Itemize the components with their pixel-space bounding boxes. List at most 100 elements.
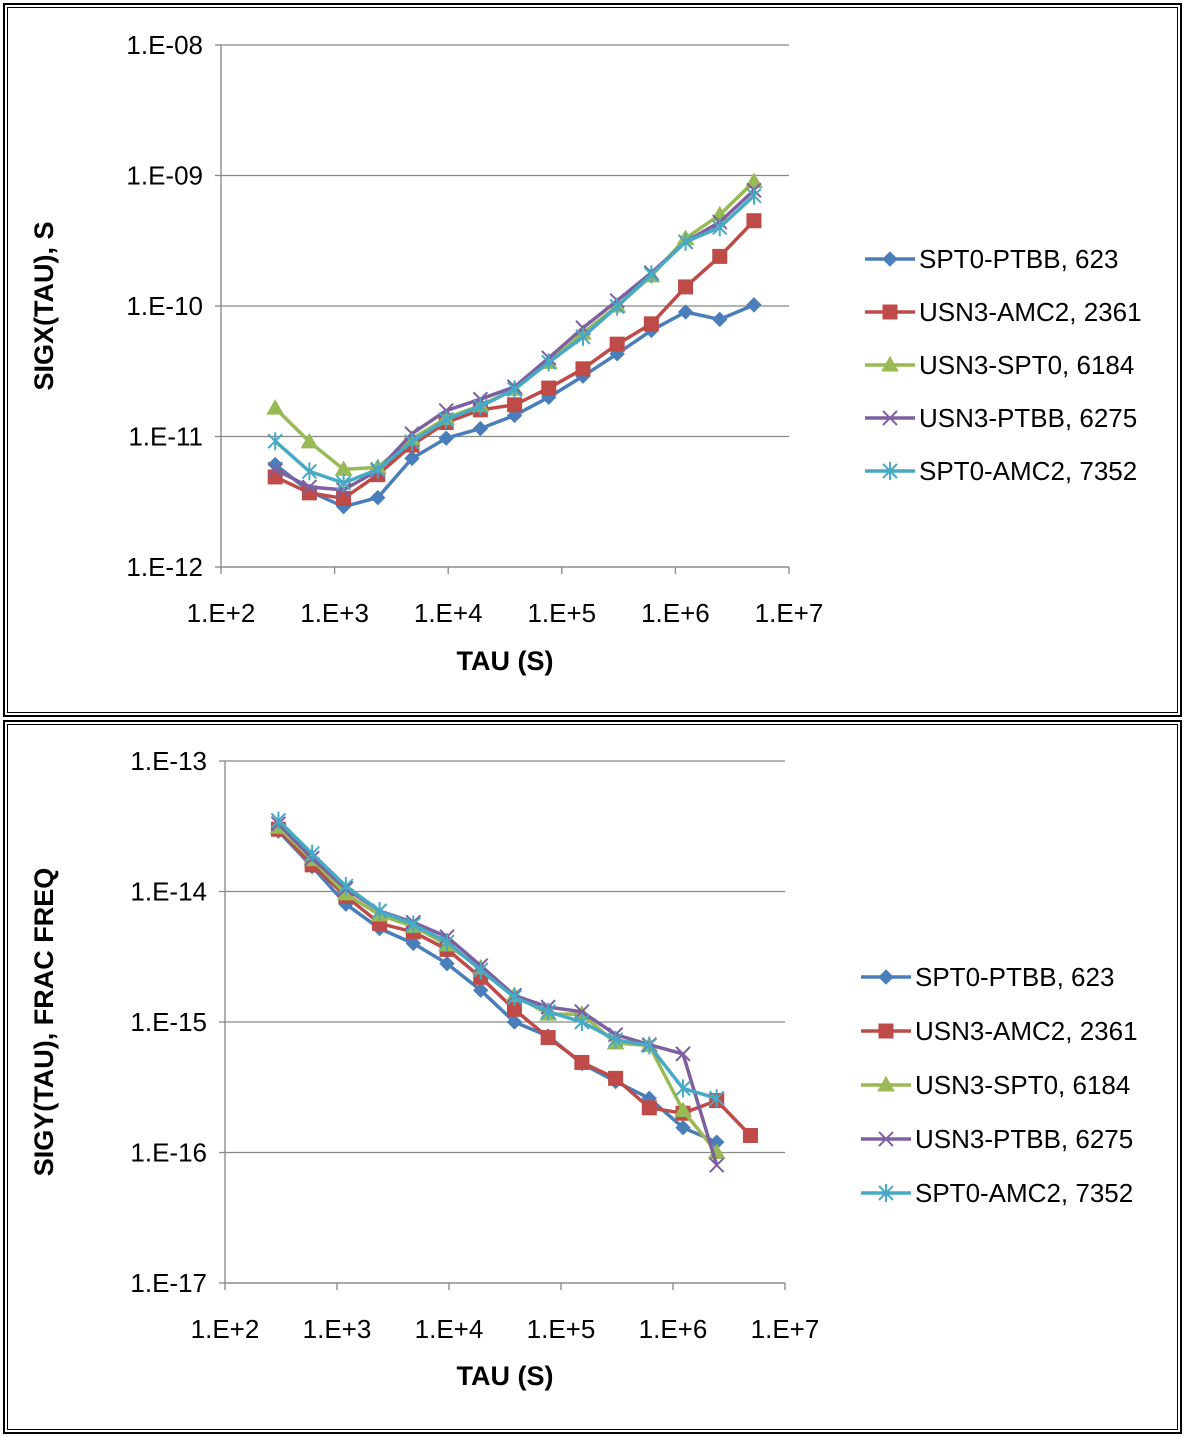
data-point-s2-8 — [507, 397, 523, 413]
y-tick-label-3: 1.E-15 — [130, 1007, 207, 1037]
data-point-s5-12 — [643, 265, 660, 284]
x-tick-label-5: 1.E+6 — [641, 598, 710, 628]
data-point-s5-13 — [675, 1079, 691, 1098]
legend-marker-4 — [878, 1131, 894, 1147]
legend-marker-3 — [881, 355, 899, 372]
legend-label-1: SPT0-PTBB, 623 — [915, 962, 1114, 992]
data-point-s5-5 — [404, 432, 420, 451]
data-point-s1-7 — [473, 982, 489, 998]
data-point-s5-5 — [405, 915, 422, 934]
x-tick-label-3: 1.E+4 — [414, 598, 483, 628]
data-point-s5-14 — [712, 218, 728, 237]
data-point-s5-1 — [270, 811, 287, 830]
data-point-s5-13 — [677, 232, 694, 251]
chart-panel-sigx: 1.E-08 1.E-09 1.E-10 1.E-11 1.E-12 1.E+2 1.E+3… — [3, 3, 1182, 717]
data-point-s5-6 — [438, 410, 454, 429]
series-5 — [270, 811, 725, 1108]
data-point-s3-1 — [266, 399, 285, 415]
data-point-s5-10 — [575, 327, 591, 346]
sigx-chart: 1.E-08 1.E-09 1.E-10 1.E-11 1.E-12 1.E+2 1.E+3… — [29, 30, 1142, 676]
legend-label-3: USN3-SPT0, 6184 — [919, 350, 1134, 380]
y-axis-title: SIGX(TAU), S — [29, 221, 59, 390]
series-4 — [267, 182, 762, 498]
legend-label-4: USN3-PTBB, 6275 — [919, 403, 1137, 433]
series-line-4 — [274, 189, 756, 492]
data-point-s1-5 — [404, 450, 420, 467]
legend-label-3: USN3-SPT0, 6184 — [915, 1070, 1130, 1100]
y-tick-label-2: 1.E-14 — [130, 877, 207, 907]
x-tick-label-2: 1.E+3 — [303, 1314, 372, 1344]
data-point-s5-3 — [338, 877, 354, 896]
y-tick-label-1: 1.E-08 — [126, 30, 203, 60]
data-point-s2-15 — [742, 1127, 758, 1143]
data-point-s1-6 — [439, 955, 455, 972]
data-point-s5-8 — [506, 988, 523, 1007]
data-point-s1-8 — [506, 1014, 523, 1030]
legend-item-5: SPT0-AMC2, 7352 — [861, 1178, 1133, 1208]
x-tick-label-5: 1.E+6 — [639, 1314, 708, 1344]
series-2 — [270, 821, 758, 1143]
legend-label-5: SPT0-AMC2, 7352 — [919, 456, 1137, 486]
legend-marker-3 — [877, 1075, 895, 1092]
chart-panel-sigy: 1.E-13 1.E-14 1.E-15 1.E-16 1.E-17 1.E+2 1.E+3… — [3, 720, 1182, 1434]
series-line-2 — [274, 219, 756, 501]
x-axis-title: TAU (S) — [457, 646, 554, 676]
data-point-s1-5 — [405, 935, 422, 952]
data-point-s1-7 — [472, 420, 489, 437]
data-point-s4-14 — [709, 1157, 725, 1173]
data-point-s2-10 — [575, 361, 591, 377]
legend-marker-5 — [882, 462, 898, 480]
legend-item-3: USN3-SPT0, 6184 — [865, 350, 1134, 380]
series-line-5 — [277, 819, 718, 1100]
data-point-s1-6 — [438, 430, 454, 446]
x-tick-label-1: 1.E+2 — [187, 598, 256, 628]
data-point-s2-9 — [541, 380, 557, 396]
data-point-s5-9 — [540, 1002, 556, 1021]
data-point-s5-4 — [370, 460, 386, 479]
x-tick-label-3: 1.E+4 — [415, 1314, 484, 1344]
data-point-s4-2 — [301, 479, 318, 495]
x-axis-title: TAU (S) — [457, 1361, 554, 1391]
data-point-s2-14 — [712, 248, 728, 264]
x-tick-label-6: 1.E+7 — [751, 1314, 820, 1344]
data-point-s5-3 — [335, 474, 352, 493]
y-tick-label-4: 1.E-11 — [128, 422, 203, 452]
legend-marker-1 — [882, 251, 898, 267]
data-point-s1-13 — [677, 304, 694, 320]
data-point-s2-12 — [643, 316, 659, 332]
legend-item-4: USN3-PTBB, 6275 — [861, 1124, 1133, 1154]
data-point-s5-6 — [439, 933, 455, 952]
data-point-s3-2 — [300, 432, 319, 449]
legend-item-3: USN3-SPT0, 6184 — [861, 1070, 1130, 1100]
sigy-chart: 1.E-13 1.E-14 1.E-15 1.E-16 1.E-17 1.E+2 1.E+3… — [29, 746, 1138, 1391]
y-tick-label-5: 1.E-12 — [126, 552, 203, 582]
data-point-s3-13 — [674, 1101, 692, 1117]
legend-marker-5 — [878, 1184, 894, 1202]
y-tick-label-1: 1.E-13 — [130, 746, 207, 776]
data-point-s5-7 — [473, 961, 489, 980]
legend-label-2: USN3-AMC2, 2361 — [919, 297, 1142, 327]
y-tick-label-2: 1.E-09 — [126, 161, 203, 191]
data-point-s5-14 — [709, 1089, 725, 1108]
data-point-s2-10 — [574, 1054, 590, 1070]
data-point-s5-10 — [574, 1013, 590, 1031]
legend-item-2: USN3-AMC2, 2361 — [865, 297, 1142, 327]
series-line-2 — [277, 827, 752, 1137]
data-point-s2-11 — [608, 1070, 624, 1086]
data-point-s2-15 — [746, 213, 762, 229]
data-point-s2-11 — [609, 336, 625, 352]
data-point-s5-8 — [506, 380, 523, 399]
legend-marker-1 — [878, 969, 894, 985]
y-tick-label-3: 1.E-10 — [126, 291, 203, 321]
data-point-s1-14 — [712, 311, 728, 328]
data-point-s5-2 — [301, 462, 318, 481]
legend-item-4: USN3-PTBB, 6275 — [865, 403, 1137, 433]
series-line-3 — [273, 180, 756, 472]
data-point-s5-7 — [472, 397, 489, 416]
data-point-s4-1 — [267, 461, 283, 478]
series-line-1 — [277, 829, 718, 1144]
data-point-s5-11 — [609, 297, 625, 316]
y-tick-label-4: 1.E-16 — [130, 1138, 207, 1168]
series-5 — [267, 186, 762, 493]
legend-label-2: USN3-AMC2, 2361 — [915, 1016, 1138, 1046]
